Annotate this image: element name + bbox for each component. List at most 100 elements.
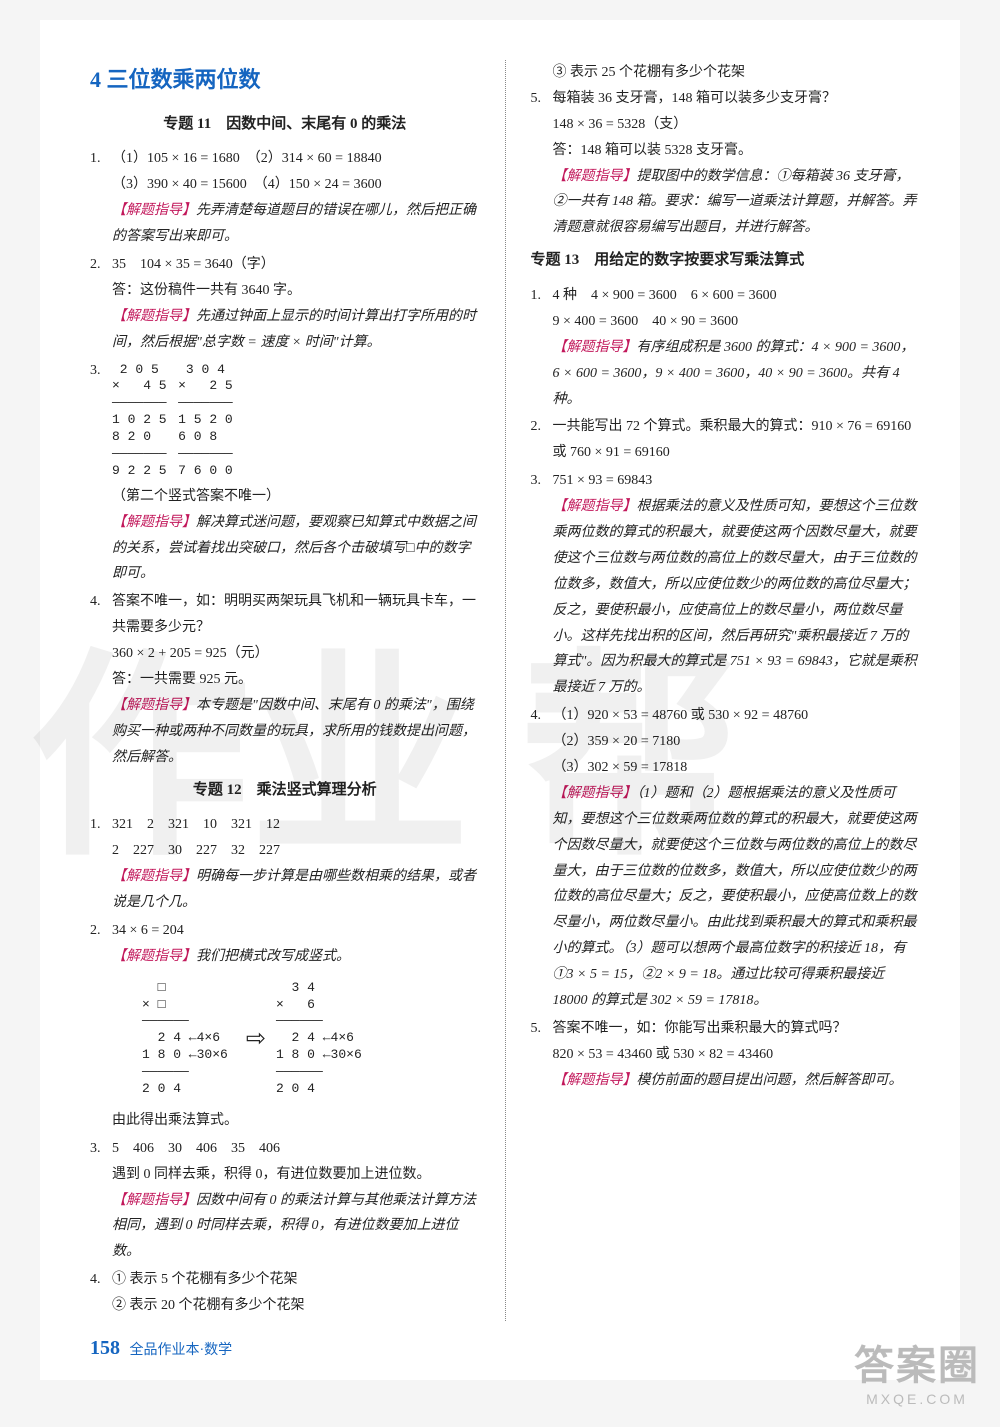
t13-q5: 5. 答案不唯一，如：你能写出乘积最大的算式吗？ 820 × 53 = 4346… — [531, 1016, 921, 1094]
qnum: 4. — [90, 589, 112, 770]
hint-block: 【解题指导】有序组成积是 3600 的算式：4 × 900 = 3600，6 ×… — [553, 335, 921, 413]
line: （1）105 × 16 = 1680 （2）314 × 60 = 18840 — [112, 146, 480, 172]
calc-1: 2 0 5 × 4 5 ——————— 1 0 2 5 8 2 0 ——————… — [112, 362, 167, 480]
column-divider — [505, 60, 506, 1321]
line: 360 × 2 + 205 = 925（元） — [112, 641, 480, 667]
qnum: 1. — [90, 812, 112, 916]
calc-left: □ × □ —————— 2 4 ←4×6 1 8 0 ←30×6 ——————… — [142, 980, 228, 1098]
answer: 答：148 箱可以装 5328 支牙膏。 — [553, 138, 921, 164]
hint-pre: 【解题指导】我们把横式改写成竖式。 — [112, 944, 480, 970]
line: 148 × 36 = 5328（支） — [553, 112, 921, 138]
qnum: 4. — [531, 703, 553, 1014]
line: ③ 表示 25 个花棚有多少个花架 — [553, 60, 921, 86]
topic-12-title: 专题 12 乘法竖式算理分析 — [90, 777, 480, 805]
line: 9 × 400 = 3600 40 × 90 = 3600 — [553, 309, 921, 335]
qbody: ① 表示 5 个花棚有多少个花架 ② 表示 20 个花棚有多少个花架 — [112, 1267, 480, 1319]
qnum: 5. — [531, 1016, 553, 1094]
qbody: （1）105 × 16 = 1680 （2）314 × 60 = 18840 （… — [112, 146, 480, 250]
qbody: 答案不唯一，如：你能写出乘积最大的算式吗？ 820 × 53 = 43460 或… — [553, 1016, 921, 1094]
qnum: 5. — [531, 86, 553, 241]
hint-label: 【解题指导】 — [553, 169, 637, 184]
line: 2 227 30 227 32 227 — [112, 838, 480, 864]
part-name: 三位数乘两位数 — [107, 67, 261, 92]
hint-label: 【解题指导】 — [112, 869, 196, 884]
qbody: 5 406 30 406 35 406 遇到 0 同样去乘，积得 0，有进位数要… — [112, 1136, 480, 1265]
hint-block: 【解题指导】本专题是"因数中间、末尾有 0 的乘法"，围绕购买一种或两种不同数量… — [112, 693, 480, 771]
t13-q3: 3. 751 × 93 = 69843 【解题指导】根据乘法的意义及性质可知，要… — [531, 468, 921, 701]
qnum: 2. — [90, 252, 112, 356]
book-title: 全品作业本·数学 — [130, 1343, 233, 1358]
hint-block: 【解题指导】根据乘法的意义及性质可知，要想这个三位数乘两位数的算式的积最大，就要… — [553, 494, 921, 701]
qbody: 34 × 6 = 204 【解题指导】我们把横式改写成竖式。 □ × □ ———… — [112, 918, 480, 1134]
note: （第二个竖式答案不唯一） — [112, 484, 480, 510]
qbody: 一共能写出 72 个算式。乘积最大的算式：910 × 76 = 69160 或 … — [553, 414, 921, 466]
qbody: 答案不唯一，如：明明买两架玩具飞机和一辆玩具卡车，一共需要多少元？ 360 × … — [112, 589, 480, 770]
line: 每箱装 36 支牙膏，148 箱可以装多少支牙膏？ — [553, 86, 921, 112]
t13-q1: 1. 4 种 4 × 900 = 3600 6 × 600 = 3600 9 ×… — [531, 283, 921, 412]
line: （3）390 × 40 = 15600 （4）150 × 24 = 3600 — [112, 172, 480, 198]
hint-label: 【解题指导】 — [112, 309, 196, 324]
qnum: 2. — [531, 414, 553, 466]
t12-q3: 3. 5 406 30 406 35 406 遇到 0 同样去乘，积得 0，有进… — [90, 1136, 480, 1265]
text: 2 227 30 227 32 227 — [112, 843, 280, 858]
calc-2: 3 0 4 × 2 5 ——————— 1 5 2 0 6 0 8 ——————… — [178, 362, 233, 480]
qbody: 4 种 4 × 900 = 3600 6 × 600 = 3600 9 × 40… — [553, 283, 921, 412]
left-column: 4 三位数乘两位数 专题 11 因数中间、末尾有 0 的乘法 1. （1）105… — [90, 60, 480, 1321]
t12-q2: 2. 34 × 6 = 204 【解题指导】我们把横式改写成竖式。 □ × □ … — [90, 918, 480, 1134]
part-number: 4 — [90, 67, 101, 92]
line: 答案不唯一，如：明明买两架玩具飞机和一辆玩具卡车，一共需要多少元？ — [112, 589, 480, 641]
line: （1）920 × 53 = 48760 或 530 × 92 = 48760 — [553, 703, 921, 729]
arrow-diagram: □ × □ —————— 2 4 ←4×6 1 8 0 ←30×6 ——————… — [142, 976, 480, 1102]
hint-label: 【解题指导】 — [553, 499, 637, 514]
hint-text: 我们把横式改写成竖式。 — [196, 949, 350, 964]
qnum: 3. — [531, 468, 553, 701]
qnum: 2. — [90, 918, 112, 1134]
page-number: 158 — [90, 1337, 120, 1359]
line: 4 种 4 × 900 = 3600 6 × 600 = 3600 — [553, 283, 921, 309]
page-footer: 158 全品作业本·数学 — [90, 1337, 232, 1360]
calc-right: 3 4 × 6 —————— 2 4 ←4×6 1 8 0 ←30×6 ————… — [276, 980, 362, 1098]
line: 遇到 0 同样去乘，积得 0，有进位数要加上进位数。 — [112, 1162, 480, 1188]
hint-label: 【解题指导】 — [112, 949, 196, 964]
part-title: 4 三位数乘两位数 — [90, 60, 480, 101]
qbody: 35 104 × 35 = 3640（字） 答：这份稿件一共有 3640 字。 … — [112, 252, 480, 356]
hint-label: 【解题指导】 — [112, 203, 196, 218]
line: 751 × 93 = 69843 — [553, 468, 921, 494]
t11-q4: 4. 答案不唯一，如：明明买两架玩具飞机和一辆玩具卡车，一共需要多少元？ 360… — [90, 589, 480, 770]
line: （3）302 × 59 = 17818 — [553, 755, 921, 781]
line: ② 表示 20 个花棚有多少个花架 — [112, 1293, 480, 1319]
qbody: 321 2 321 10 321 12 2 227 30 227 32 227 … — [112, 812, 480, 916]
answer: 答：这份稿件一共有 3640 字。 — [112, 278, 480, 304]
hint-text: 根据乘法的意义及性质可知，要想这个三位数乘两位数的算式的积最大，就要使这两个因数… — [553, 499, 917, 695]
page: 作业 帮 4 三位数乘两位数 专题 11 因数中间、末尾有 0 的乘法 1. （… — [40, 20, 960, 1380]
qbody: 751 × 93 = 69843 【解题指导】根据乘法的意义及性质可知，要想这个… — [553, 468, 921, 701]
vertical-calcs: 2 0 5 × 4 5 ——————— 1 0 2 5 8 2 0 ——————… — [112, 358, 480, 484]
hint-text: 模仿前面的题目提出问题，然后解答即可。 — [637, 1073, 903, 1088]
hint-label: 【解题指导】 — [553, 786, 637, 801]
topic-13-title: 专题 13 用给定的数字按要求写乘法算式 — [531, 247, 921, 275]
qbody: （1）920 × 53 = 48760 或 530 × 92 = 48760 （… — [553, 703, 921, 1014]
hint-block: 【解题指导】解决算式迷问题，要观察已知算式中数据之间的关系，尝试着找出突破口，然… — [112, 510, 480, 588]
hint-block: 【解题指导】先弄清楚每道题目的错误在哪儿，然后把正确的答案写出来即可。 — [112, 198, 480, 250]
qnum: 3. — [90, 1136, 112, 1265]
t11-q3: 3. 2 0 5 × 4 5 ——————— 1 0 2 5 8 2 0 ———… — [90, 358, 480, 588]
t12-q4-cont: ③ 表示 25 个花棚有多少个花架 — [531, 60, 921, 86]
right-column: ③ 表示 25 个花棚有多少个花架 5. 每箱装 36 支牙膏，148 箱可以装… — [531, 60, 921, 1321]
line: ① 表示 5 个花棚有多少个花架 — [112, 1267, 480, 1293]
hint-block: 【解题指导】因数中间有 0 的乘法计算与其他乘法计算方法相同，遇到 0 时同样去… — [112, 1188, 480, 1266]
hint-label: 【解题指导】 — [112, 698, 196, 713]
logo-text: 答案圈 — [854, 1333, 980, 1391]
qbody: 每箱装 36 支牙膏，148 箱可以装多少支牙膏？ 148 × 36 = 532… — [553, 86, 921, 241]
two-column-layout: 4 三位数乘两位数 专题 11 因数中间、末尾有 0 的乘法 1. （1）105… — [90, 60, 920, 1321]
qnum: 4. — [90, 1267, 112, 1319]
hint-label: 【解题指导】 — [553, 340, 637, 355]
hint-label: 【解题指导】 — [553, 1073, 637, 1088]
qnum: 1. — [90, 146, 112, 250]
t12-q4: 4. ① 表示 5 个花棚有多少个花架 ② 表示 20 个花棚有多少个花架 — [90, 1267, 480, 1319]
site-watermark: 答案圈 MXQE.COM — [854, 1333, 980, 1407]
hint-block: 【解题指导】明确每一步计算是由哪些数相乘的结果，或者说是几个几。 — [112, 864, 480, 916]
answer: 答：一共需要 925 元。 — [112, 667, 480, 693]
t11-q2: 2. 35 104 × 35 = 3640（字） 答：这份稿件一共有 3640 … — [90, 252, 480, 356]
hint-block: 【解题指导】提取图中的数学信息：①每箱装 36 支牙膏，②一共有 148 箱。要… — [553, 164, 921, 242]
line: 答案不唯一，如：你能写出乘积最大的算式吗？ — [553, 1016, 921, 1042]
